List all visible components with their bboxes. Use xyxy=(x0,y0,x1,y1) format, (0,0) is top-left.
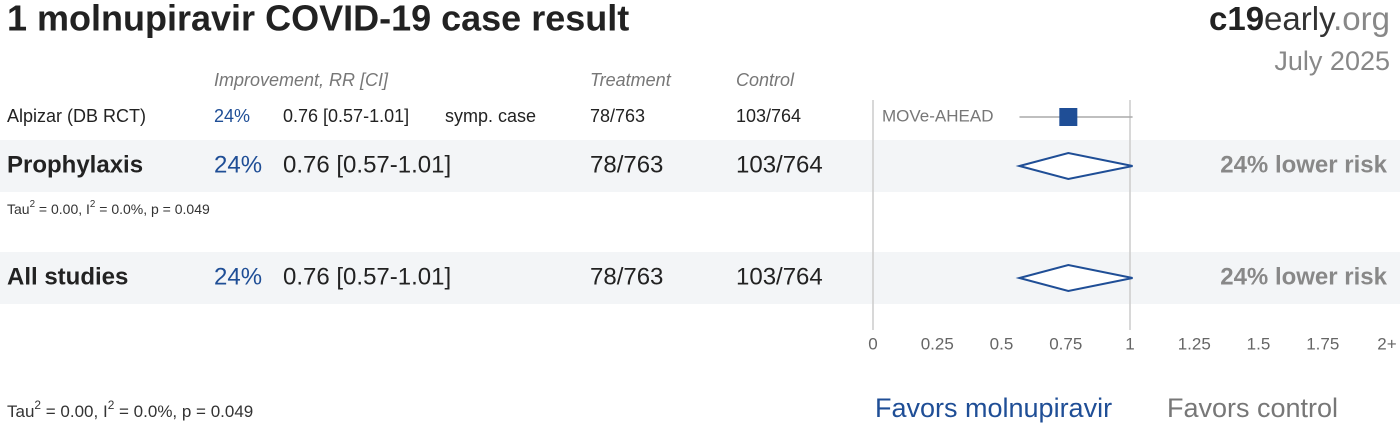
column-header: Control xyxy=(736,70,795,90)
row-band xyxy=(0,140,1400,192)
x-tick-label: 0.25 xyxy=(921,334,954,353)
date: July 2025 xyxy=(1274,46,1390,76)
heterogeneity-part: = 0.0%, p = 0.049 xyxy=(114,402,253,421)
treatment: 78/763 xyxy=(590,263,663,290)
control: 103/764 xyxy=(736,263,823,290)
result: 24% lower risk xyxy=(1220,263,1387,290)
improvement: 24% xyxy=(214,263,262,290)
heterogeneity-part: = 0.0%, p = 0.049 xyxy=(95,201,210,217)
study-name: MOVe-AHEAD xyxy=(882,106,993,125)
rr-ci: 0.76 [0.57-1.01] xyxy=(283,151,451,178)
x-tick-label: 1.75 xyxy=(1306,334,1339,353)
x-tick-label: 1.5 xyxy=(1247,334,1271,353)
summary-diamond xyxy=(1015,151,1133,181)
result: 24% lower risk xyxy=(1220,151,1387,178)
estimate-marker xyxy=(1059,108,1078,126)
x-tick-label: 0.75 xyxy=(1049,334,1082,353)
column-header: Treatment xyxy=(590,70,672,90)
x-tick-label: 0 xyxy=(868,334,877,353)
treatment: 78/763 xyxy=(590,151,663,178)
x-tick-label: 0.5 xyxy=(990,334,1014,353)
improvement: 24% xyxy=(214,151,262,178)
rr-ci: 0.76 [0.57-1.01] xyxy=(283,106,409,126)
brand: c19early.org xyxy=(1209,0,1390,37)
row-label: Alpizar (DB RCT) xyxy=(7,106,146,126)
row-label: All studies xyxy=(7,263,128,290)
heterogeneity-part: = 0.00, I xyxy=(35,201,90,217)
improvement: 24% xyxy=(214,106,250,126)
treatment: 78/763 xyxy=(590,106,645,126)
heterogeneity: Tau2 = 0.00, I2 = 0.0%, p = 0.049 xyxy=(7,199,210,217)
heterogeneity-part: Tau xyxy=(7,402,34,421)
heterogeneity-part: 2 xyxy=(34,398,41,412)
row-band xyxy=(0,252,1400,304)
rr-ci: 0.76 [0.57-1.01] xyxy=(283,263,451,290)
heterogeneity-part: 2 xyxy=(30,199,35,210)
column-header: Improvement, RR [CI] xyxy=(214,70,389,90)
summary-diamond xyxy=(1015,263,1133,293)
x-tick-label: 2+ xyxy=(1377,334,1396,353)
brand-part: early xyxy=(1264,0,1336,37)
x-tick-label: 1.25 xyxy=(1178,334,1211,353)
title: 1 molnupiravir COVID-19 case result xyxy=(7,0,629,39)
row-label: Prophylaxis xyxy=(7,151,143,178)
brand-part: c19 xyxy=(1209,0,1264,37)
brand-part: .org xyxy=(1333,0,1390,37)
favors-treatment: Favors molnupiravir xyxy=(875,393,1112,423)
outcome: symp. case xyxy=(445,106,536,126)
heterogeneity: Tau2 = 0.00, I2 = 0.0%, p = 0.049 xyxy=(7,398,253,421)
heterogeneity-part: Tau xyxy=(7,201,30,217)
heterogeneity-part: 2 xyxy=(90,199,95,210)
favors-control: Favors control xyxy=(1167,393,1338,423)
control: 103/764 xyxy=(736,106,801,126)
x-tick-label: 1 xyxy=(1125,334,1134,353)
heterogeneity-part: = 0.00, I xyxy=(41,402,108,421)
control: 103/764 xyxy=(736,151,823,178)
heterogeneity-part: 2 xyxy=(108,398,115,412)
